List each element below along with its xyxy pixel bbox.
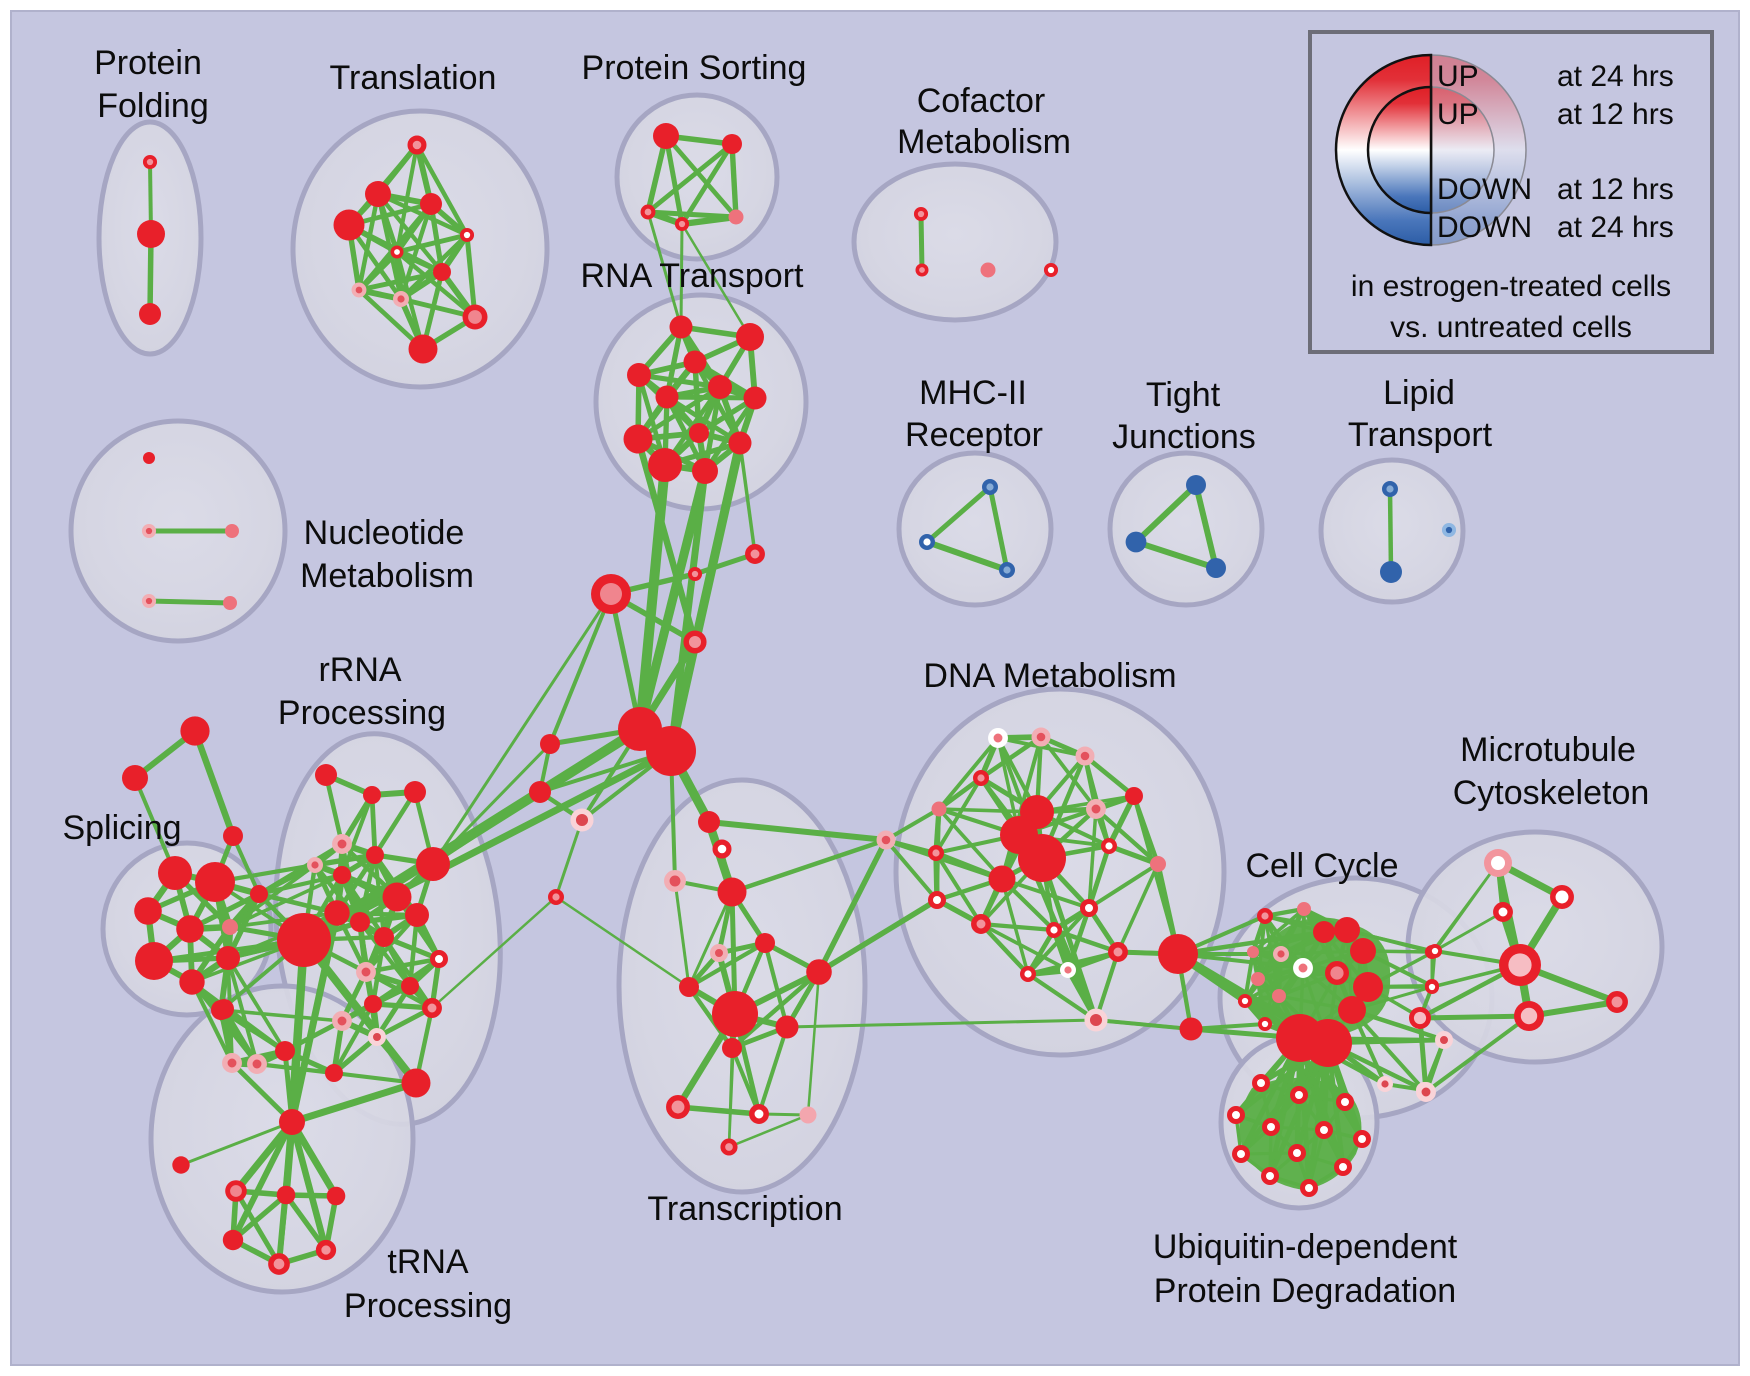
svg-text:UP: UP	[1437, 60, 1479, 93]
svg-text:Microtubule: Microtubule	[1460, 731, 1636, 769]
svg-text:Cell Cycle: Cell Cycle	[1245, 847, 1398, 885]
svg-text:Folding: Folding	[97, 87, 209, 125]
svg-text:Receptor: Receptor	[905, 416, 1043, 454]
svg-text:Splicing: Splicing	[62, 809, 181, 847]
svg-text:tRNA: tRNA	[387, 1243, 469, 1281]
svg-text:DNA Metabolism: DNA Metabolism	[923, 657, 1176, 695]
svg-text:in estrogen-treated cells: in estrogen-treated cells	[1351, 270, 1671, 303]
svg-text:DOWN: DOWN	[1437, 173, 1532, 206]
svg-text:UP: UP	[1437, 98, 1479, 131]
svg-text:Nucleotide: Nucleotide	[304, 514, 465, 552]
svg-text:RNA Transport: RNA Transport	[581, 257, 805, 295]
svg-text:Metabolism: Metabolism	[897, 123, 1071, 161]
svg-text:Protein Sorting: Protein Sorting	[582, 49, 807, 87]
svg-text:DOWN: DOWN	[1437, 211, 1532, 244]
svg-text:at 12 hrs: at 12 hrs	[1557, 173, 1674, 206]
svg-text:at 24 hrs: at 24 hrs	[1557, 60, 1674, 93]
svg-text:MHC-II: MHC-II	[919, 374, 1027, 412]
svg-text:Processing: Processing	[344, 1287, 512, 1325]
svg-text:Cytoskeleton: Cytoskeleton	[1453, 774, 1650, 812]
svg-text:Tight: Tight	[1146, 376, 1221, 414]
svg-text:Protein Degradation: Protein Degradation	[1154, 1272, 1456, 1310]
svg-text:Translation: Translation	[330, 59, 497, 97]
svg-text:Junctions: Junctions	[1112, 418, 1256, 456]
svg-text:rRNA: rRNA	[318, 651, 401, 689]
svg-text:vs. untreated cells: vs. untreated cells	[1390, 311, 1632, 344]
svg-text:Cofactor: Cofactor	[917, 82, 1046, 120]
svg-text:at 24 hrs: at 24 hrs	[1557, 211, 1674, 244]
svg-text:Metabolism: Metabolism	[300, 557, 474, 595]
svg-text:Transport: Transport	[1348, 416, 1493, 454]
svg-text:at 12 hrs: at 12 hrs	[1557, 98, 1674, 131]
svg-text:Processing: Processing	[278, 694, 446, 732]
svg-text:Lipid: Lipid	[1383, 374, 1455, 412]
svg-text:Transcription: Transcription	[647, 1190, 842, 1228]
svg-text:Protein: Protein	[94, 44, 202, 82]
svg-text:Ubiquitin-dependent: Ubiquitin-dependent	[1153, 1228, 1458, 1266]
